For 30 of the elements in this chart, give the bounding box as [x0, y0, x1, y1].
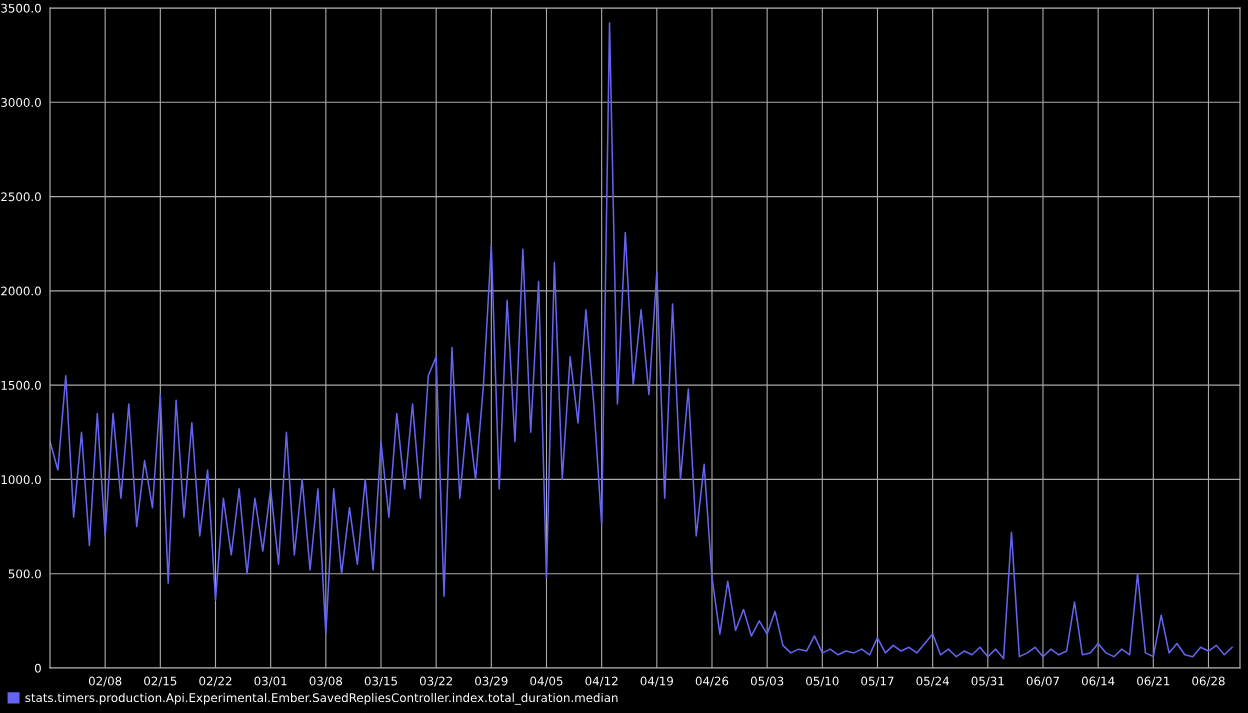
- x-tick-label: 03/29: [475, 676, 508, 687]
- legend-label: stats.timers.production.Api.Experimental.Ember.SavedRepliesController.index.total_duration.median: [25, 692, 618, 705]
- y-tick-label: 1500.0: [1, 380, 41, 390]
- y-tick-label: 500.0: [8, 569, 41, 579]
- x-tick-label: 06/07: [1026, 676, 1059, 687]
- y-tick-label: 3000.0: [1, 98, 41, 107]
- x-tick-label: 05/31: [971, 676, 1004, 687]
- x-tick-label: 02/08: [88, 676, 122, 687]
- y-tick-label: 1000.0: [1, 475, 41, 485]
- x-tick-label: 02/15: [144, 676, 177, 687]
- y-tick-label: 3500.0: [1, 3, 41, 13]
- x-tick-label: 03/01: [254, 676, 287, 687]
- x-tick-label: 05/24: [916, 676, 949, 687]
- x-tick-label: 06/14: [1081, 676, 1115, 687]
- x-tick-label: 04/26: [695, 676, 729, 687]
- x-tick-label: 05/03: [750, 676, 784, 687]
- x-tick-label: 02/22: [199, 676, 232, 687]
- x-tick-label: 04/05: [530, 676, 563, 687]
- x-tick-label: 04/19: [640, 676, 673, 687]
- x-tick-label: 03/22: [419, 676, 452, 687]
- x-tick-label: 04/12: [585, 676, 618, 687]
- y-tick-label: 2000.0: [1, 286, 41, 296]
- x-tick-label: 05/17: [861, 676, 894, 687]
- x-tick-label: 03/15: [364, 676, 397, 687]
- x-tick-label: 06/21: [1137, 676, 1170, 687]
- y-tick-label: 2500.0: [1, 192, 41, 202]
- x-tick-label: 05/10: [806, 676, 839, 687]
- y-tick-label: 0: [34, 663, 41, 673]
- x-tick-label: 06/28: [1192, 676, 1225, 687]
- x-tick-label: 03/08: [309, 676, 343, 687]
